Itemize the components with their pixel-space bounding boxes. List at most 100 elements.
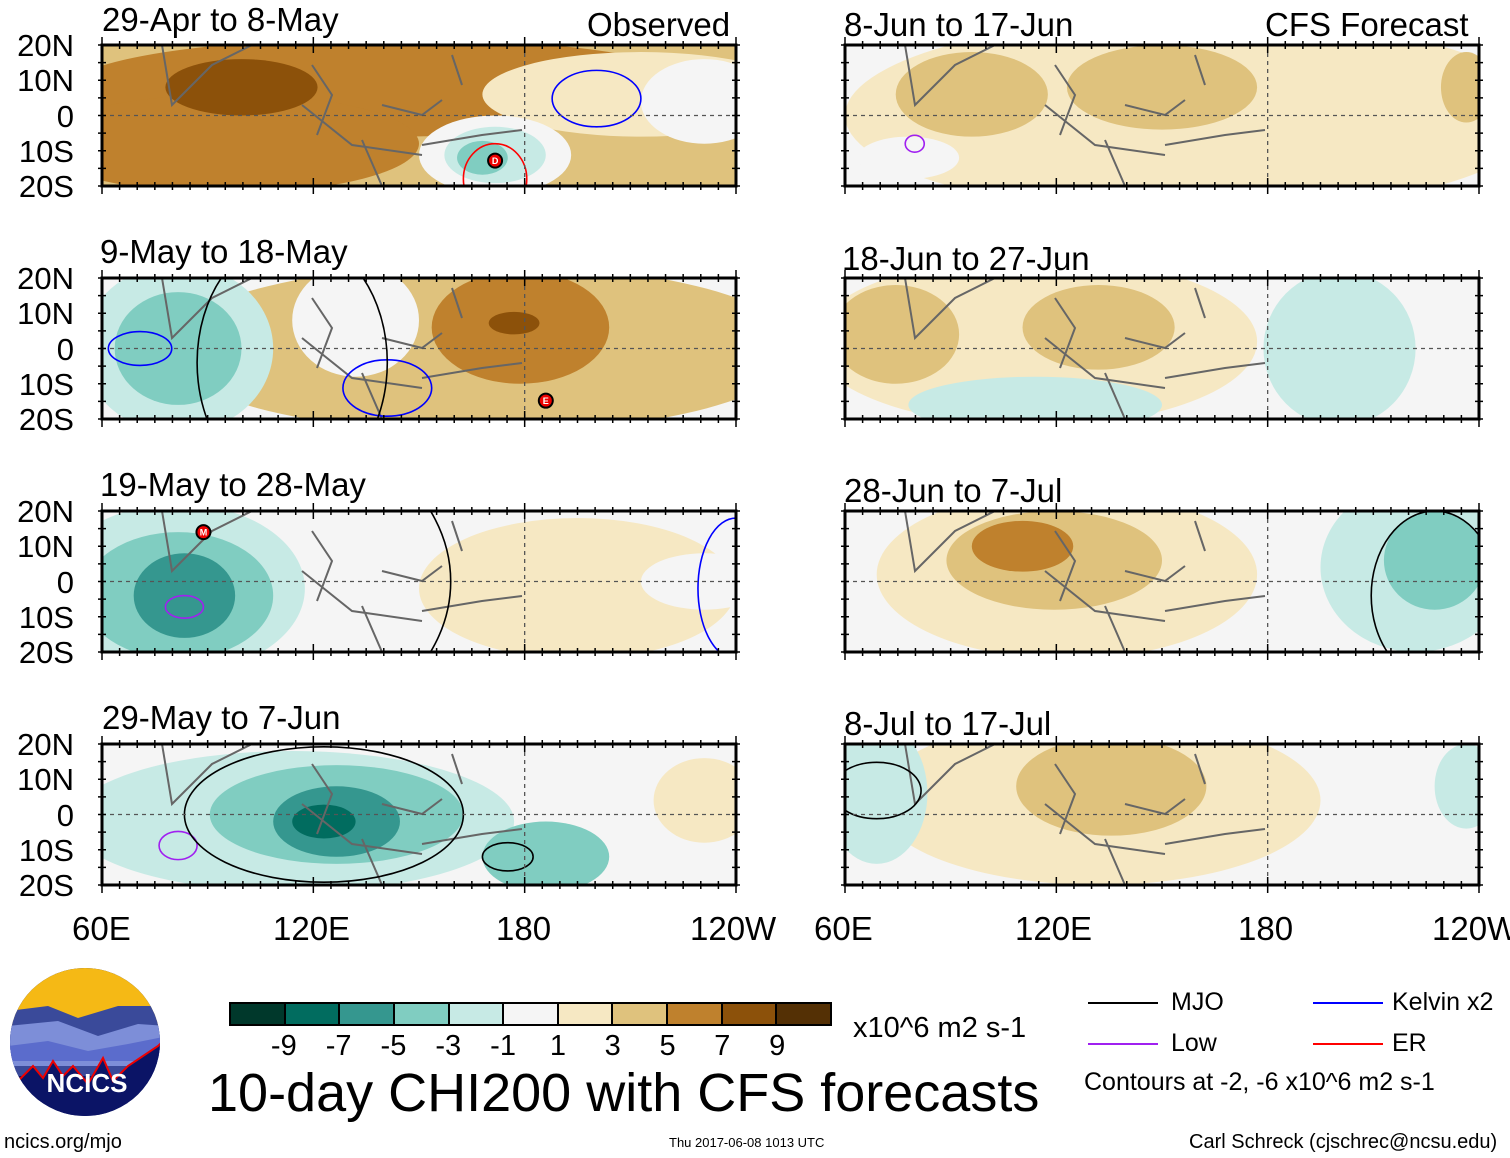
tropical-cyclone-icon xyxy=(487,152,504,169)
colorbar xyxy=(229,1002,832,1026)
chi200-anomaly-region xyxy=(845,285,960,384)
panel-title: 9-May to 18-May xyxy=(100,233,348,270)
map-panel xyxy=(841,503,1483,660)
chi200-anomaly-region xyxy=(1263,278,1416,419)
wave-contour xyxy=(904,134,926,153)
wave-contour xyxy=(164,594,205,619)
storm-label: M xyxy=(200,528,208,538)
colorbar-tick: 7 xyxy=(714,1030,731,1062)
lat-label: 0 xyxy=(56,98,74,134)
lon-label: 120E xyxy=(1015,910,1093,947)
chi200-anomaly-region xyxy=(102,94,419,186)
panel-title: 28-Jun to 7-Jul xyxy=(844,472,1063,509)
legend-label: Low xyxy=(1171,1029,1217,1057)
storm-label: E xyxy=(543,396,549,406)
colorbar-swatch xyxy=(556,1004,612,1024)
wave-contour xyxy=(429,511,452,652)
wave-contour xyxy=(845,761,922,820)
lat-label: 20N xyxy=(17,261,74,296)
colorbar-swatch xyxy=(775,1004,831,1024)
lat-label: 20S xyxy=(18,868,74,903)
colorbar-tick: -7 xyxy=(325,1030,352,1062)
lat-label: 20N xyxy=(17,494,74,529)
chi200-anomaly-region xyxy=(640,59,736,144)
legend-label: ER xyxy=(1392,1029,1427,1057)
wave-contour xyxy=(481,841,534,872)
panel-title: 8-Jul to 17-Jul xyxy=(844,705,1052,742)
colorbar-tick: 9 xyxy=(769,1030,786,1062)
legend-swatch-low xyxy=(1088,1043,1158,1045)
chi200-anomaly-region xyxy=(1016,744,1207,836)
colorbar-tick: -9 xyxy=(270,1030,297,1062)
colorbar-tick: -3 xyxy=(435,1030,462,1062)
legend-swatch-er xyxy=(1313,1043,1383,1045)
tropical-cyclone-icon xyxy=(195,524,212,541)
tropical-cyclone-icon xyxy=(537,392,554,409)
colorbar-swatch xyxy=(392,1004,448,1024)
wave-contour xyxy=(196,278,389,419)
lat-label: 0 xyxy=(56,331,74,367)
lat-label: 20N xyxy=(17,28,74,63)
wave-contour xyxy=(107,330,173,367)
chi200-anomaly-region xyxy=(419,518,736,652)
lat-label: 20S xyxy=(18,169,74,204)
lat-label: 20N xyxy=(17,727,74,762)
coastline xyxy=(904,744,1266,885)
map-panel xyxy=(841,270,1483,427)
footer-author: Carl Schreck (cjschrec@ncsu.edu) xyxy=(1189,1131,1498,1153)
map-panel: E xyxy=(98,270,740,427)
lat-label: 10S xyxy=(18,366,74,402)
map-panel: M xyxy=(98,503,740,660)
lon-label: 120W xyxy=(1432,910,1510,947)
legend-label: MJO xyxy=(1171,988,1224,1016)
colorbar-tick: 1 xyxy=(549,1030,566,1062)
panel-title: 29-Apr to 8-May xyxy=(102,1,339,38)
panel-title: 8-Jun to 17-Jun xyxy=(844,6,1074,43)
chi200-anomaly-region xyxy=(1434,744,1479,829)
chi200-anomaly-region xyxy=(482,821,610,885)
chi200-anomaly-region xyxy=(653,758,736,843)
chi200-anomaly-region xyxy=(845,744,928,864)
chi200-anomaly-region xyxy=(908,376,1162,419)
contour-note: Contours at -2, -6 x10^6 m2 s-1 xyxy=(1084,1068,1435,1096)
colorbar-swatch xyxy=(338,1004,393,1024)
footer-url[interactable]: ncics.org/mjo xyxy=(4,1131,122,1153)
lat-label: 0 xyxy=(56,564,74,600)
coastline xyxy=(161,511,523,652)
forecast-header: CFS Forecast xyxy=(1265,6,1469,43)
lat-label: 10S xyxy=(18,599,74,635)
wave-contour xyxy=(158,830,198,861)
chi200-anomaly-region xyxy=(1383,511,1479,610)
colorbar-swatch xyxy=(502,1004,557,1024)
observed-header: Observed xyxy=(587,6,731,43)
lat-label: 10N xyxy=(17,762,74,798)
colorbar-swatch xyxy=(447,1004,503,1024)
colorbar-swatch xyxy=(283,1004,339,1024)
map-panel: D xyxy=(98,37,740,194)
legend-label: Kelvin x2 xyxy=(1392,988,1494,1016)
lon-label: 180 xyxy=(496,910,552,947)
coastline xyxy=(161,278,523,419)
colorbar-tick: -5 xyxy=(380,1030,407,1062)
lat-label: 10N xyxy=(17,63,74,99)
colorbar-swatch xyxy=(611,1004,667,1024)
chi200-anomaly-region xyxy=(1440,52,1479,123)
footer-timestamp: Thu 2017-06-08 1013 UTC xyxy=(669,1135,825,1150)
chi200-anomaly-region xyxy=(1066,45,1258,130)
chi200-anomaly-region xyxy=(165,59,318,116)
coastline xyxy=(904,45,1266,186)
map-panel xyxy=(841,736,1483,893)
coastline xyxy=(161,744,523,885)
colorbar-swatch xyxy=(666,1004,721,1024)
lon-label: 120W xyxy=(690,910,777,947)
lat-label: 20S xyxy=(18,635,74,670)
chi200-anomaly-region xyxy=(971,520,1074,572)
lat-label: 10S xyxy=(18,832,74,868)
lon-label: 180 xyxy=(1238,910,1294,947)
coastline xyxy=(904,278,1266,419)
chi200-anomaly-region xyxy=(292,278,419,377)
lat-label: 10S xyxy=(18,133,74,169)
chi200-anomaly-region xyxy=(1022,285,1175,370)
figure-title: 10-day CHI200 with CFS forecasts xyxy=(208,1063,1040,1123)
colorbar-tick: 3 xyxy=(604,1030,621,1062)
